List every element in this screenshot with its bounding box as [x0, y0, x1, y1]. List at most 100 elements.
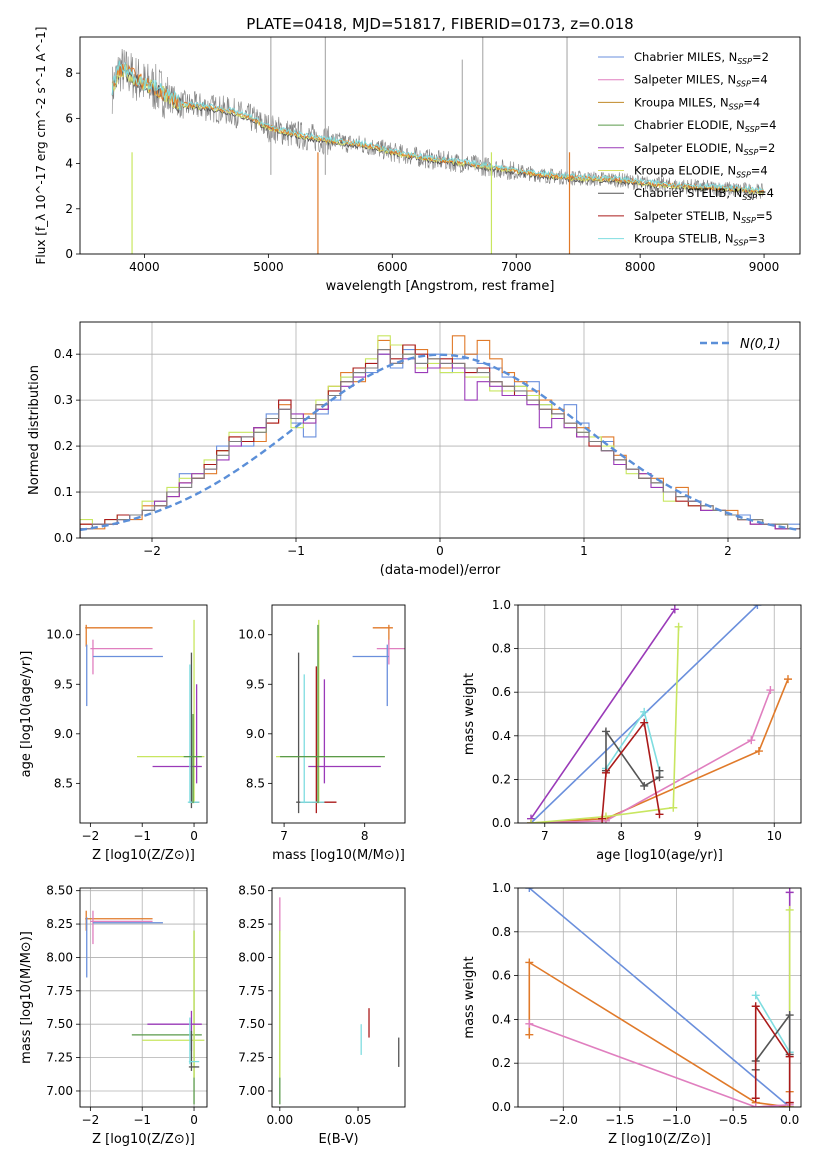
- y-tick-label: 0: [65, 247, 73, 261]
- mass-weight-point: [601, 768, 610, 777]
- mass-weight-point: [525, 1030, 534, 1039]
- x-tick-label: 5000: [253, 260, 284, 274]
- y-tick-label: 4: [65, 157, 73, 171]
- age-vs-Z-y-axis-label: age [log10(age/yr)]: [19, 651, 34, 778]
- y-tick-label: 8.50: [46, 884, 73, 898]
- x-tick-label: 0: [436, 544, 444, 558]
- y-tick-label: 7.75: [46, 984, 73, 998]
- mass-weight-point: [640, 718, 649, 727]
- mass-weight-vs-age-y-axis-label: mass weight: [462, 673, 477, 755]
- mass-weight-line: [529, 1023, 790, 1107]
- residuals-x-axis-label: (data-model)/error: [380, 563, 501, 578]
- y-tick-label: 8.00: [46, 950, 73, 964]
- mass-weight-point: [785, 888, 794, 897]
- mass-weight-vs-Z-x-axis-label: Z [log10(Z/Z⊙)]: [608, 1132, 711, 1147]
- mass-weight-point: [785, 1011, 794, 1020]
- x-tick-label: −2: [82, 829, 100, 843]
- mass-vs-Z-x-axis-label: Z [log10(Z/Z⊙)]: [92, 1132, 195, 1147]
- plot-area: [527, 605, 792, 823]
- y-tick-label: 0.6: [492, 969, 511, 983]
- y-tick-label: 0.4: [492, 729, 511, 743]
- x-tick-label: 7: [280, 829, 288, 843]
- mass-weight-point: [751, 1002, 760, 1011]
- y-tick-label: 2: [65, 202, 73, 216]
- gaussian-legend-label: N(0,1): [740, 337, 781, 352]
- y-tick-label: 8: [65, 66, 73, 80]
- y-tick-label: 0.8: [492, 642, 511, 656]
- mass-weight-point: [751, 1103, 760, 1107]
- x-tick-label: −2: [82, 1113, 100, 1127]
- y-tick-label: 8.25: [46, 917, 73, 931]
- mass-weight-line: [530, 626, 680, 823]
- mass-weight-point: [754, 747, 763, 756]
- mass-weight-vs-age-x-axis-label: age [log10(age/yr)]: [596, 848, 723, 863]
- mass-weight-point: [670, 605, 679, 614]
- mass-weight-point: [598, 814, 607, 823]
- spectrum-y-axis-label: Flux [f_λ 10^-17 erg cm^-2 s^-1 A^-1]: [34, 27, 48, 265]
- x-tick-label: 2: [724, 544, 732, 558]
- y-tick-label: 0.4: [54, 347, 73, 361]
- x-tick-label: 0.00: [266, 1113, 293, 1127]
- x-tick-label: −0.5: [719, 1113, 748, 1127]
- mass-weight-line: [530, 678, 789, 823]
- age-vs-mass-x-axis-label: mass [log10(M/M⊙)]: [272, 848, 405, 863]
- y-tick-label: 0.2: [54, 439, 73, 453]
- x-tick-label: −1.5: [605, 1113, 634, 1127]
- y-tick-label: 0.6: [492, 685, 511, 699]
- y-tick-label: 7.50: [46, 1017, 73, 1031]
- y-tick-label: 0.0: [54, 531, 73, 545]
- x-tick-label: 4000: [129, 260, 160, 274]
- axes-frame: [79, 887, 208, 1108]
- y-tick-label: 0.2: [492, 1056, 511, 1070]
- x-tick-label: 7: [541, 829, 549, 843]
- legend-entry-label: Kroupa MILES, NSSP=4: [634, 95, 760, 111]
- plot-area: [80, 335, 800, 538]
- mass-weight-line: [754, 1003, 791, 1103]
- y-tick-label: 8.25: [238, 917, 265, 931]
- y-tick-label: 8.00: [238, 950, 265, 964]
- x-tick-label: 0.05: [345, 1113, 372, 1127]
- x-tick-label: 10: [767, 829, 782, 843]
- residuals-y-axis-label: Normed distribution: [27, 365, 42, 495]
- mass-weight-point: [766, 686, 775, 695]
- panel-mass-weight-vs-age: 7 8 9 10 0.0 0.2 0.4 0.6 0.8 1.0 age [log10(age/yr…: [462, 598, 802, 863]
- plot-area: [111, 37, 765, 254]
- y-tick-label: 9.5: [54, 677, 73, 691]
- x-tick-label: −1: [133, 829, 151, 843]
- axes-frame: [517, 604, 802, 824]
- y-tick-label: 10.0: [238, 628, 265, 642]
- mass-weight-line: [528, 888, 791, 1107]
- x-tick-label: 1: [580, 544, 588, 558]
- mass-weight-line: [528, 961, 791, 1107]
- axes-frame: [271, 887, 406, 1108]
- mass-vs-EBV-x-axis-label: E(B-V): [318, 1132, 358, 1147]
- y-tick-label: 0.3: [54, 393, 73, 407]
- panel-spectrum: 4000 5000 6000 7000 8000 9000 0 2 4 6 8 wavelength …: [34, 27, 801, 294]
- mass-weight-line: [530, 689, 772, 823]
- mass-weight-point: [525, 958, 534, 967]
- mass-weight-vs-Z-y-axis-label: mass weight: [462, 956, 477, 1038]
- mass-weight-line: [530, 608, 676, 820]
- y-tick-label: 0.4: [492, 1012, 511, 1026]
- mass-weight-line: [601, 720, 661, 819]
- y-tick-label: 0.0: [492, 816, 511, 830]
- axes-frame: [79, 604, 208, 824]
- y-tick-label: 9.5: [246, 677, 265, 691]
- mass-weight-point: [525, 888, 534, 892]
- mass-weight-point: [601, 727, 610, 736]
- mass-weight-point: [669, 803, 678, 812]
- spectrum-x-axis-label: wavelength [Angstrom, rest frame]: [326, 279, 555, 294]
- age-vs-Z-x-axis-label: Z [log10(Z/Z⊙)]: [92, 848, 195, 863]
- mass-weight-point: [785, 905, 794, 914]
- y-tick-label: 7.25: [238, 1051, 265, 1065]
- plot-area: [525, 888, 794, 1107]
- legend-entry-label: Kroupa ELODIE, NSSP=4: [634, 164, 768, 180]
- plot-area: [85, 619, 205, 809]
- mass-weight-point: [674, 622, 683, 631]
- residual-histogram-step: [80, 349, 800, 538]
- mass-weight-point: [783, 675, 792, 684]
- x-tick-label: 0: [190, 829, 198, 843]
- legend-entry-label: Salpeter MILES, NSSP=4: [634, 73, 768, 89]
- y-tick-label: 7.00: [46, 1084, 73, 1098]
